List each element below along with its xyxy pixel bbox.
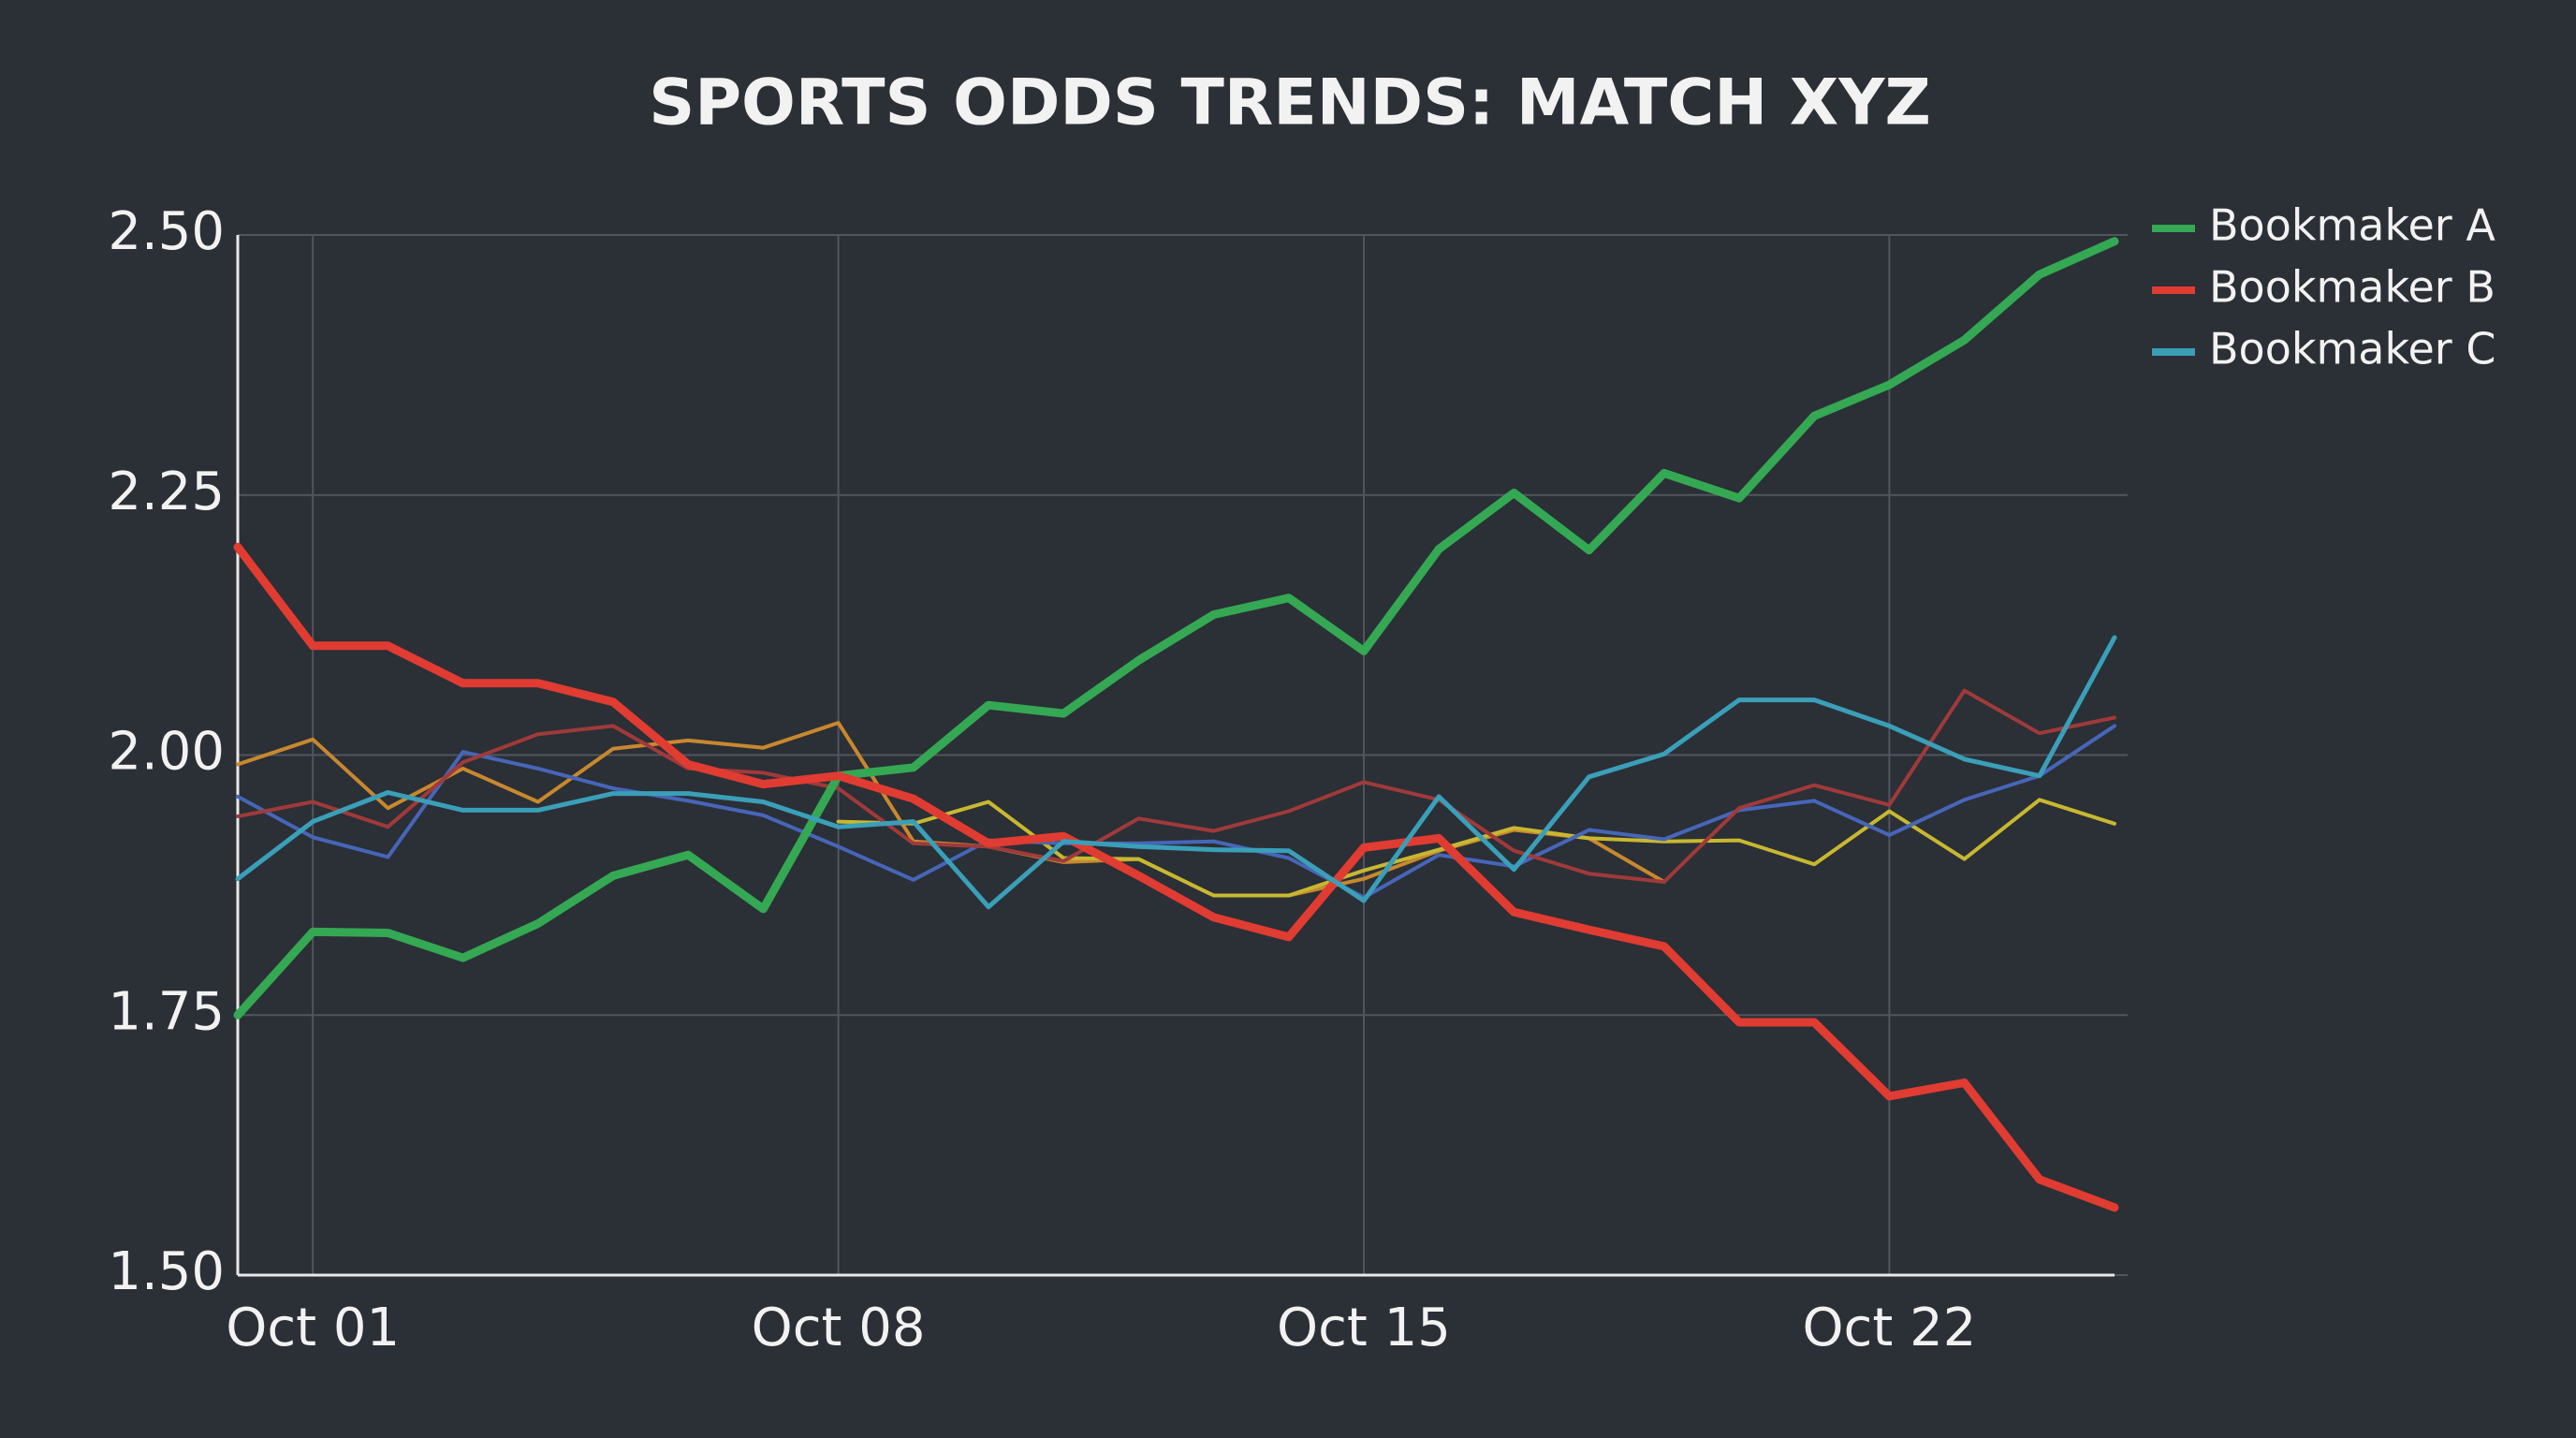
- x-tick-label: Oct 15: [1277, 1298, 1451, 1358]
- series-line: [236, 688, 2116, 884]
- series-line: [836, 798, 2116, 898]
- series-line: [236, 724, 2116, 900]
- series-line: [233, 542, 2119, 1212]
- chart-title: SPORTS ODDS TRENDS: MATCH XYZ: [649, 66, 1931, 140]
- y-tick-label: 1.50: [108, 1241, 225, 1302]
- y-tick-label: 2.50: [108, 201, 225, 262]
- x-tick-label: Oct 01: [226, 1298, 400, 1358]
- y-tick-label: 2.00: [108, 722, 225, 783]
- legend-label: Bookmaker A: [2209, 200, 2496, 251]
- series-line: [235, 635, 2117, 910]
- y-tick-label: 1.75: [108, 981, 225, 1042]
- legend-label: Bookmaker B: [2209, 262, 2496, 313]
- series-line: [233, 237, 2119, 1020]
- x-tick-label: Oct 08: [752, 1298, 926, 1358]
- x-tick-label: Oct 22: [1802, 1298, 1976, 1358]
- y-tick-label: 2.25: [108, 462, 225, 522]
- legend-label: Bookmaker C: [2209, 324, 2496, 374]
